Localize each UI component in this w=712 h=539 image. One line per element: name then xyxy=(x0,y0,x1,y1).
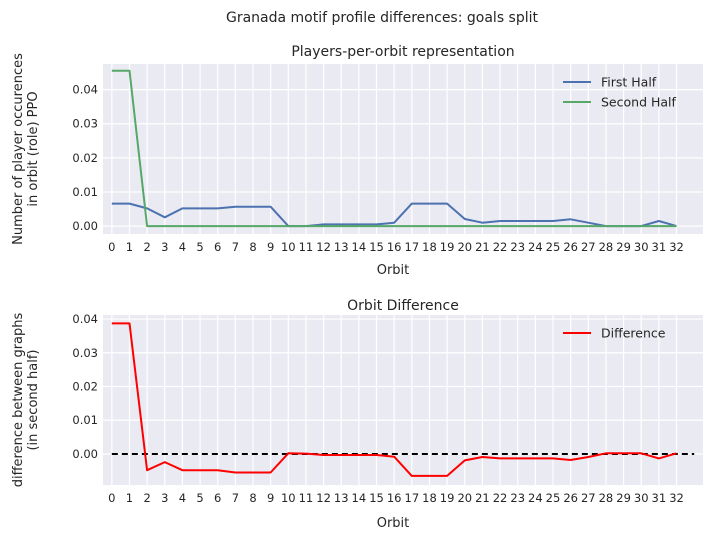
chart-title: Players-per-orbit representation xyxy=(291,44,514,60)
x-tick-label: 6 xyxy=(214,491,221,505)
x-tick-label: 8 xyxy=(249,240,256,254)
series-line-first-half xyxy=(111,202,677,228)
y-tick-label: 0.03 xyxy=(72,117,98,131)
y-axis-label: in orbit (role) PPO xyxy=(26,91,41,206)
x-tick-label: 7 xyxy=(232,491,239,505)
x-tick-label: 8 xyxy=(249,491,256,505)
chart-title: Orbit Difference xyxy=(347,298,459,314)
y-axis-label: Number of player occurences xyxy=(11,53,26,245)
x-tick-label: 26 xyxy=(563,491,578,505)
x-tick-label: 5 xyxy=(196,240,203,254)
figure-suptitle: Granada motif profile differences: goals… xyxy=(226,10,539,26)
x-tick-label: 28 xyxy=(599,491,614,505)
x-tick-label: 1 xyxy=(126,240,133,254)
x-tick-label: 16 xyxy=(387,491,402,505)
x-tick-label: 31 xyxy=(652,240,667,254)
x-tick-label: 19 xyxy=(440,240,455,254)
x-tick-label: 4 xyxy=(179,491,186,505)
x-axis-label: Orbit xyxy=(377,516,410,531)
x-tick-label: 1 xyxy=(126,491,133,505)
plot-area xyxy=(103,315,703,485)
x-tick-label: 9 xyxy=(267,240,274,254)
x-tick-label: 17 xyxy=(405,240,420,254)
x-tick-label: 29 xyxy=(616,240,631,254)
x-tick-label: 5 xyxy=(196,491,203,505)
x-tick-label: 14 xyxy=(352,240,367,254)
x-tick-label: 27 xyxy=(581,240,596,254)
x-tick-label: 32 xyxy=(669,240,684,254)
y-tick-label: 0.01 xyxy=(72,413,98,427)
x-tick-label: 28 xyxy=(599,240,614,254)
x-tick-label: 26 xyxy=(563,240,578,254)
x-tick-label: 20 xyxy=(457,491,472,505)
x-tick-label: 25 xyxy=(546,240,561,254)
y-tick-label: 0.02 xyxy=(72,380,98,394)
x-tick-label: 9 xyxy=(267,491,274,505)
x-tick-label: 23 xyxy=(510,491,525,505)
x-tick-label: 2 xyxy=(143,240,150,254)
x-tick-label: 11 xyxy=(299,240,314,254)
x-tick-label: 13 xyxy=(334,240,349,254)
y-tick-label: 0.04 xyxy=(72,312,98,326)
x-tick-label: 25 xyxy=(546,491,561,505)
x-tick-label: 13 xyxy=(334,491,349,505)
y-axis-label: difference between graphs xyxy=(11,312,26,487)
x-axis-label: Orbit xyxy=(377,263,410,278)
x-tick-label: 16 xyxy=(387,240,402,254)
x-tick-label: 30 xyxy=(634,240,649,254)
y-axis-label: (in second half) xyxy=(26,349,41,450)
x-tick-label: 31 xyxy=(652,491,667,505)
x-tick-label: 20 xyxy=(457,240,472,254)
x-tick-label: 29 xyxy=(616,491,631,505)
x-tick-label: 24 xyxy=(528,491,543,505)
legend-label: First Half xyxy=(601,75,657,90)
x-tick-label: 19 xyxy=(440,491,455,505)
chart-orbit-difference: 0.000.010.020.030.040 1 2 3 4 5 6 7 8 9 10 11 12 13 14… xyxy=(11,298,703,531)
x-tick-label: 10 xyxy=(281,240,296,254)
chart-ppo: 0.000.010.020.030.040 1 2 3 4 5 6 7 8 9 10 11 12 13 14… xyxy=(11,44,703,278)
series-line-difference xyxy=(111,322,677,477)
x-tick-label: 10 xyxy=(281,491,296,505)
x-tick-label: 22 xyxy=(493,240,508,254)
x-tick-label: 11 xyxy=(299,491,314,505)
legend-label: Second Half xyxy=(601,95,677,110)
y-tick-label: 0.01 xyxy=(72,185,98,199)
x-tick-label: 6 xyxy=(214,240,221,254)
y-tick-label: 0.02 xyxy=(72,151,98,165)
x-tick-label: 14 xyxy=(352,491,367,505)
x-tick-label: 15 xyxy=(369,491,384,505)
x-tick-label: 23 xyxy=(510,240,525,254)
x-tick-label: 24 xyxy=(528,240,543,254)
x-tick-label: 32 xyxy=(669,491,684,505)
x-tick-label: 12 xyxy=(316,491,331,505)
x-tick-label: 12 xyxy=(316,240,331,254)
y-tick-label: 0.00 xyxy=(72,447,98,461)
x-tick-label: 3 xyxy=(161,240,168,254)
x-tick-label: 3 xyxy=(161,491,168,505)
x-tick-label: 4 xyxy=(179,240,186,254)
x-tick-label: 27 xyxy=(581,491,596,505)
x-tick-label: 21 xyxy=(475,240,490,254)
x-tick-label: 21 xyxy=(475,491,490,505)
series-line-second-half xyxy=(111,69,677,228)
x-tick-label: 17 xyxy=(405,491,420,505)
x-tick-label: 15 xyxy=(369,240,384,254)
x-tick-label: 22 xyxy=(493,491,508,505)
x-tick-label: 2 xyxy=(143,491,150,505)
y-tick-label: 0.00 xyxy=(72,219,98,233)
y-tick-label: 0.03 xyxy=(72,346,98,360)
x-tick-label: 18 xyxy=(422,240,437,254)
legend-label: Difference xyxy=(601,326,666,341)
plot-area xyxy=(103,64,703,234)
x-tick-label: 0 xyxy=(108,240,115,254)
x-tick-label: 18 xyxy=(422,491,437,505)
x-tick-label: 7 xyxy=(232,240,239,254)
x-tick-label: 30 xyxy=(634,491,649,505)
x-tick-label: 0 xyxy=(108,491,115,505)
y-tick-label: 0.04 xyxy=(72,83,98,97)
